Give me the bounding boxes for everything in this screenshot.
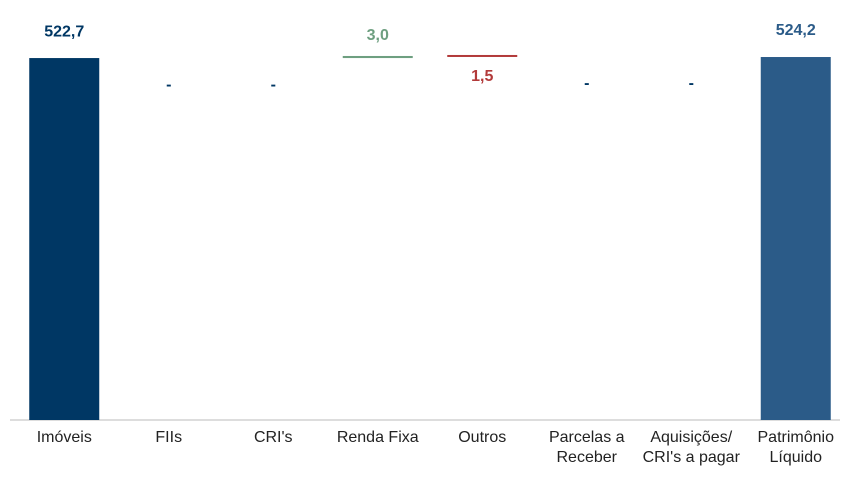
x-label-box: Parcelas a Receber — [548, 429, 625, 466]
value-label: 1,5 — [471, 68, 493, 85]
bar — [447, 54, 518, 57]
x-tick-label: Parcelas a Receber — [548, 429, 625, 466]
value-label: 3,0 — [367, 27, 389, 44]
x-label-box: Aquisições/ CRI's a pagar — [642, 429, 740, 466]
value-label: - — [166, 76, 171, 93]
x-label-box: Outros — [458, 429, 507, 446]
x-label-box: Renda Fixa — [336, 429, 419, 446]
value-label: 522,7 — [44, 23, 84, 40]
x-tick-label: FIIs — [155, 429, 183, 446]
x-label-box: CRI's — [253, 429, 293, 446]
bar — [342, 55, 413, 59]
x-tick-label: Outros — [458, 429, 507, 446]
x-tick-label: Renda Fixa — [336, 429, 419, 446]
x-tick-label: Aquisições/ CRI's a pagar — [642, 429, 740, 466]
x-label-box: Imóveis — [36, 429, 92, 446]
value-label: 524,2 — [776, 22, 816, 39]
value-label: - — [689, 75, 694, 92]
x-tick-label: Imóveis — [36, 429, 92, 446]
bar — [760, 57, 831, 420]
x-tick-label: Patrimônio Líquido — [757, 429, 834, 466]
x-tick-label: CRI's — [253, 429, 293, 446]
x-label-box: Patrimônio Líquido — [757, 429, 834, 466]
value-label: - — [271, 76, 276, 93]
value-label: - — [584, 75, 589, 92]
bar — [29, 58, 100, 421]
x-label-box: FIIs — [155, 429, 183, 446]
